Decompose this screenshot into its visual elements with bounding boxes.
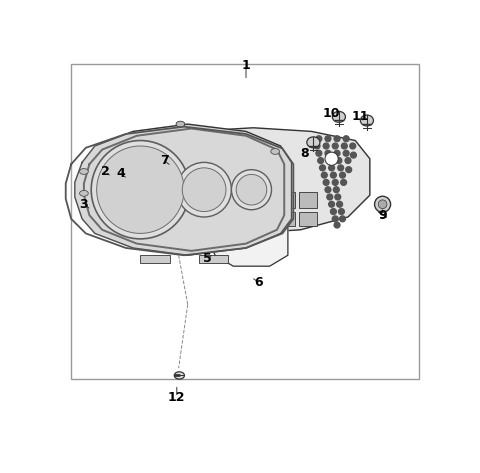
- Circle shape: [338, 209, 344, 214]
- Circle shape: [314, 143, 320, 149]
- Circle shape: [340, 172, 346, 178]
- Circle shape: [340, 216, 346, 222]
- Circle shape: [316, 136, 322, 141]
- Ellipse shape: [231, 170, 272, 210]
- Circle shape: [345, 158, 351, 164]
- Circle shape: [334, 222, 340, 228]
- Text: 12: 12: [168, 391, 186, 404]
- Circle shape: [316, 150, 322, 156]
- Circle shape: [334, 187, 339, 193]
- Circle shape: [336, 158, 342, 164]
- Ellipse shape: [176, 121, 185, 127]
- Ellipse shape: [307, 137, 320, 148]
- Text: 10: 10: [323, 107, 340, 120]
- Circle shape: [318, 158, 324, 164]
- Circle shape: [329, 201, 335, 207]
- Bar: [272, 211, 295, 226]
- Circle shape: [346, 167, 352, 173]
- Text: 8: 8: [300, 147, 309, 160]
- Circle shape: [322, 172, 327, 178]
- Text: 4: 4: [116, 167, 125, 180]
- Text: 7: 7: [160, 154, 168, 167]
- Ellipse shape: [360, 115, 373, 126]
- Bar: [299, 192, 317, 208]
- Polygon shape: [75, 124, 291, 255]
- Ellipse shape: [174, 372, 184, 379]
- Circle shape: [338, 165, 344, 171]
- Circle shape: [325, 150, 331, 156]
- Circle shape: [335, 194, 341, 200]
- Ellipse shape: [80, 191, 88, 196]
- Ellipse shape: [236, 175, 267, 205]
- Ellipse shape: [175, 159, 233, 217]
- Circle shape: [350, 152, 356, 158]
- Bar: [120, 183, 138, 204]
- Text: 5: 5: [204, 253, 212, 265]
- Ellipse shape: [271, 149, 279, 154]
- Circle shape: [325, 187, 331, 193]
- Circle shape: [325, 136, 331, 141]
- Ellipse shape: [228, 224, 248, 239]
- Circle shape: [327, 158, 333, 164]
- Circle shape: [323, 179, 329, 185]
- Circle shape: [331, 209, 336, 214]
- Circle shape: [341, 179, 347, 185]
- Ellipse shape: [96, 146, 184, 233]
- Polygon shape: [119, 128, 370, 233]
- Circle shape: [334, 150, 340, 156]
- Polygon shape: [139, 133, 237, 222]
- Ellipse shape: [157, 172, 178, 186]
- Circle shape: [323, 143, 329, 149]
- Circle shape: [334, 136, 340, 141]
- Circle shape: [327, 194, 333, 200]
- Circle shape: [331, 172, 336, 178]
- Circle shape: [343, 136, 349, 141]
- Bar: [199, 255, 228, 263]
- Text: 1: 1: [241, 60, 251, 72]
- Bar: [272, 192, 295, 208]
- Circle shape: [341, 143, 347, 149]
- Bar: [71, 64, 419, 379]
- Circle shape: [332, 216, 338, 222]
- Ellipse shape: [325, 152, 338, 165]
- Circle shape: [332, 179, 338, 185]
- Bar: [140, 255, 169, 263]
- Circle shape: [332, 143, 338, 149]
- Ellipse shape: [177, 162, 231, 217]
- Bar: [120, 159, 138, 179]
- Text: 6: 6: [254, 276, 263, 289]
- Polygon shape: [208, 197, 288, 266]
- Text: 11: 11: [352, 110, 370, 123]
- Text: 9: 9: [378, 209, 387, 222]
- Circle shape: [320, 165, 325, 171]
- Polygon shape: [66, 127, 293, 255]
- Ellipse shape: [378, 200, 387, 209]
- Circle shape: [336, 201, 343, 207]
- Ellipse shape: [180, 163, 229, 213]
- Ellipse shape: [91, 140, 190, 239]
- Circle shape: [343, 150, 349, 156]
- Text: 2: 2: [101, 165, 110, 178]
- Ellipse shape: [374, 196, 391, 212]
- Circle shape: [329, 165, 335, 171]
- Ellipse shape: [182, 168, 226, 211]
- Circle shape: [350, 143, 356, 149]
- Text: 3: 3: [80, 198, 88, 211]
- Bar: [299, 211, 317, 226]
- Ellipse shape: [80, 168, 88, 175]
- Ellipse shape: [332, 112, 346, 123]
